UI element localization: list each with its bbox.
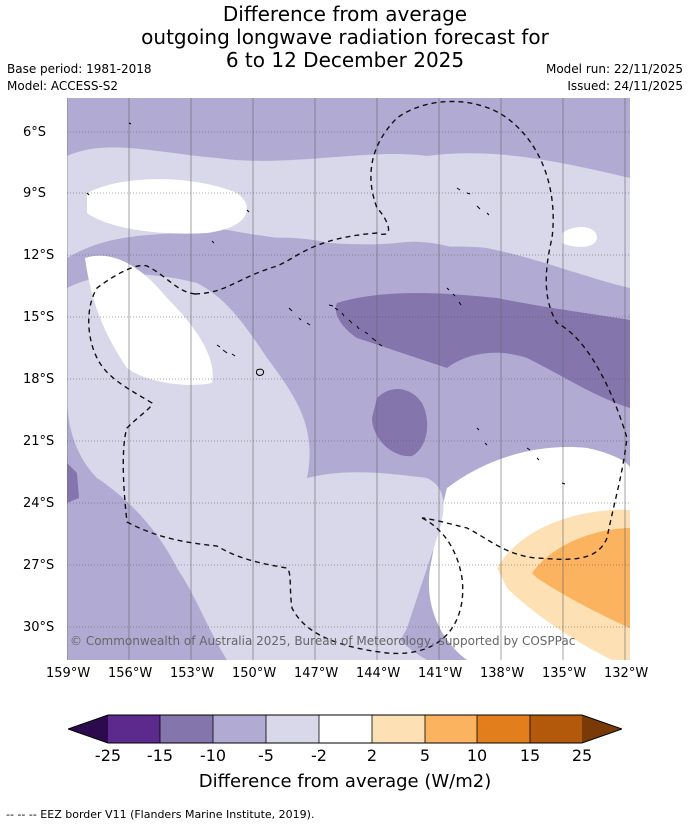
lon-label: 138°W bbox=[480, 666, 525, 681]
title-line-3: 6 to 12 December 2025 bbox=[225, 48, 465, 72]
colorbar-tick: 2 bbox=[366, 746, 378, 765]
lat-label: 27°S bbox=[23, 558, 55, 573]
lat-label: 24°S bbox=[23, 496, 55, 511]
issued-date: Issued: 24/11/2025 bbox=[567, 79, 683, 93]
title-line-2: outgoing longwave radiation forecast for bbox=[141, 25, 549, 49]
colorbar-tick: 10 bbox=[466, 746, 488, 765]
colorbar-swatch bbox=[477, 715, 530, 743]
map-svg bbox=[66, 98, 630, 660]
lat-label: 30°S bbox=[23, 620, 55, 635]
colorbar-tick: 5 bbox=[419, 746, 431, 765]
lat-gridlines bbox=[67, 131, 630, 628]
colorbar-tick: -5 bbox=[258, 746, 274, 765]
lon-label: 159°W bbox=[46, 666, 91, 681]
region-minus15-west-edge bbox=[67, 463, 79, 503]
colorbar-tick: -2 bbox=[311, 746, 327, 765]
colorbar-swatch bbox=[266, 715, 319, 743]
lat-label: 12°S bbox=[23, 248, 55, 263]
lon-label: 144°W bbox=[356, 666, 401, 681]
eez-borders bbox=[88, 100, 628, 655]
colorbar-swatch bbox=[108, 715, 160, 743]
lat-label: 18°S bbox=[23, 372, 55, 387]
lon-label: 150°W bbox=[232, 666, 277, 681]
region-white-west bbox=[85, 255, 213, 385]
lat-label: 6°S bbox=[23, 125, 47, 140]
model-run: Model run: 22/11/2025 bbox=[545, 62, 683, 76]
colorbar-swatch bbox=[160, 715, 213, 743]
colorbar-tick: 15 bbox=[519, 746, 541, 765]
eez-legend-note: -- -- -- EEZ border V11 (Flanders Marine… bbox=[6, 808, 315, 821]
colorbar-swatch bbox=[213, 715, 266, 743]
colorbar-swatch bbox=[530, 715, 582, 743]
copyright: © Commonwealth of Australia 2025, Bureau… bbox=[70, 634, 576, 648]
region-white-northeast bbox=[562, 226, 597, 247]
lon-label: 135°W bbox=[542, 666, 587, 681]
colorbar-tick: -15 bbox=[146, 746, 174, 765]
colorbar-swatch bbox=[319, 715, 372, 743]
lon-label: 141°W bbox=[418, 666, 463, 681]
lon-label: 147°W bbox=[294, 666, 339, 681]
colorbar-swatch-over bbox=[582, 715, 622, 743]
islands bbox=[86, 122, 566, 485]
model-name: Model: ACCESS-S2 bbox=[7, 79, 119, 93]
lat-label: 9°S bbox=[23, 186, 47, 201]
region-minus15-blob bbox=[372, 388, 428, 457]
colorbar-tick: 25 bbox=[571, 746, 593, 765]
region-minus5-southcentral bbox=[301, 472, 444, 660]
lon-label: 156°W bbox=[108, 666, 153, 681]
colorbar-tick: -10 bbox=[199, 746, 227, 765]
lon-gridlines bbox=[66, 98, 626, 660]
colorbar-swatch-under bbox=[68, 715, 108, 743]
lat-label: 15°S bbox=[23, 310, 55, 325]
region-plus5 bbox=[532, 528, 630, 628]
colorbar bbox=[68, 714, 622, 744]
colorbar-tick: -25 bbox=[94, 746, 122, 765]
colorbar-title: Difference from average (W/m2) bbox=[198, 771, 492, 792]
lon-label: 153°W bbox=[170, 666, 215, 681]
base-period: Base period: 1981-2018 bbox=[7, 62, 152, 76]
title-line-1: Difference from average bbox=[222, 2, 468, 26]
colorbar-swatch bbox=[372, 715, 425, 743]
colorbar-swatch bbox=[425, 715, 477, 743]
lon-label: 132°W bbox=[604, 666, 649, 681]
anomaly-map bbox=[66, 98, 630, 660]
colorbar-dividers bbox=[159, 715, 531, 743]
colorbar-outline bbox=[68, 714, 622, 744]
lat-label: 21°S bbox=[23, 434, 55, 449]
